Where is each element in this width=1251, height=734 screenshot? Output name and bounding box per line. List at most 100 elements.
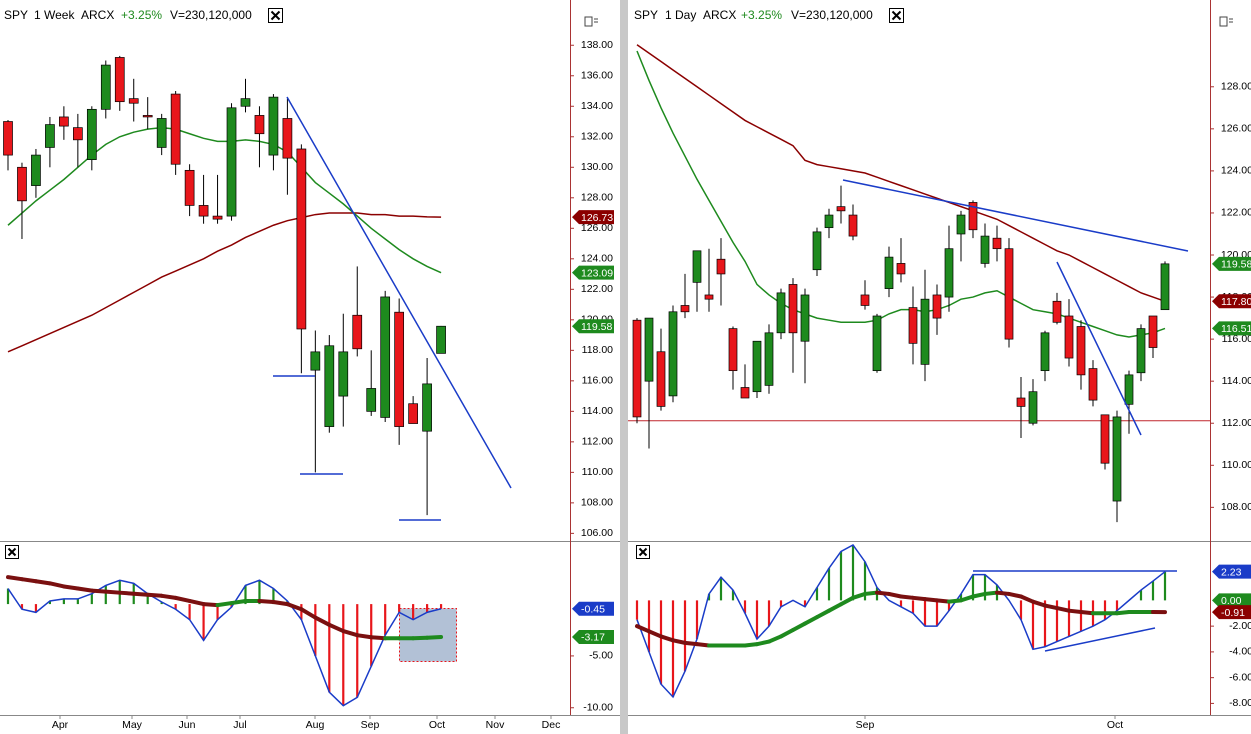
signal-segment (61, 584, 80, 591)
interval: 1 Day (665, 8, 696, 22)
signal-segment (187, 598, 206, 607)
candle-body (680, 305, 690, 313)
signal-segment (1115, 609, 1131, 616)
y-tick-label: 110.00 (1222, 459, 1251, 471)
candle-body (1160, 263, 1170, 311)
signal-segment (635, 624, 651, 634)
candle-body (956, 214, 966, 235)
signal-segment (983, 590, 999, 596)
candle-body (422, 383, 432, 432)
candle-body (800, 294, 810, 342)
signal-segment (313, 615, 332, 627)
signal-segment (299, 607, 318, 620)
candle-body (812, 231, 822, 271)
candle-body (860, 294, 870, 306)
close-button[interactable] (636, 545, 650, 559)
candle-body (644, 317, 654, 382)
candle-body (884, 256, 894, 290)
candle-body (100, 64, 111, 110)
candle-body (296, 148, 307, 330)
trendlines (273, 96, 1189, 652)
signal-segment (229, 598, 248, 606)
y-tick-label: -5.00 (589, 650, 613, 662)
candle-body (338, 351, 349, 397)
candle-body (656, 351, 666, 407)
moving-average (636, 44, 1166, 302)
candle-body (764, 332, 774, 386)
x-tick-label: Aug (306, 719, 325, 731)
signal-segment (671, 638, 687, 645)
candle-body (226, 107, 237, 217)
signal-segment (145, 592, 164, 598)
signal-segment (285, 602, 304, 612)
candle-body (848, 214, 858, 237)
signal-segment (103, 589, 122, 595)
signal-segment (75, 586, 94, 593)
signal-segment (33, 579, 52, 586)
value-tag-label: 123.09 (581, 267, 613, 279)
signal-segment (327, 622, 346, 634)
candle-body (740, 387, 750, 399)
y-tick-label: 134.00 (581, 100, 613, 112)
y-tick-label: 124.00 (581, 253, 613, 265)
value-tag (1212, 294, 1251, 309)
candle-body (31, 154, 41, 186)
candle-body (824, 214, 834, 229)
close-button[interactable] (268, 8, 283, 23)
candle-body (254, 115, 265, 135)
candle-body (198, 205, 209, 217)
plots: Apr May Jun Jul Aug Sep Oct Nov Dec 106.00 108.00 1… (3, 39, 1251, 731)
trendline[interactable] (1056, 261, 1142, 436)
trendline[interactable] (842, 179, 1189, 252)
candle-body (1076, 326, 1086, 376)
value-tag-label: 2.23 (1221, 566, 1242, 578)
y-tick-label: 112.00 (582, 436, 613, 448)
signal-segment (647, 629, 663, 639)
candle-body (128, 98, 139, 104)
value-tag-label: -0.45 (581, 604, 605, 616)
pane-menu[interactable] (584, 16, 598, 27)
value-tag (572, 601, 614, 616)
value-tag (572, 629, 614, 644)
value-tag (1212, 256, 1251, 271)
candle-body (310, 351, 321, 371)
candle-body (142, 115, 153, 118)
close-button[interactable] (5, 545, 19, 559)
splitter[interactable] (620, 0, 628, 734)
signal-segment (803, 615, 819, 626)
candle-body (17, 166, 27, 202)
candle-body (776, 292, 786, 334)
candle-body (324, 345, 335, 427)
signal-segment (201, 602, 220, 608)
x-tick-label: Sep (856, 719, 875, 731)
candle-body (920, 298, 930, 365)
moving-average (7, 212, 442, 353)
pane-menu[interactable] (1219, 16, 1233, 27)
value-tag-label: 117.80 (1221, 296, 1251, 308)
candle-body (992, 237, 1002, 250)
signal-segment (683, 640, 699, 647)
x-tick-label: Oct (429, 719, 445, 731)
interval: 1 Week (34, 8, 75, 22)
close-button[interactable] (889, 8, 904, 23)
candle-body (86, 108, 97, 161)
trendline[interactable] (286, 96, 512, 489)
signal-segment (887, 591, 903, 599)
y-tick-label: 136.00 (581, 70, 613, 82)
candle-body (752, 340, 762, 393)
signal-segment (767, 634, 783, 644)
histogram-line (636, 544, 1166, 699)
value-tag-label: 119.58 (581, 321, 612, 333)
y-tick-label: -8.00 (1229, 697, 1251, 709)
signal-segment (1067, 608, 1083, 614)
moving-average (7, 126, 442, 274)
candle-body (1064, 315, 1074, 359)
y-tick-label: -4.00 (1229, 646, 1251, 658)
signal-segment (911, 595, 927, 602)
x-tick-label: Dec (542, 719, 561, 731)
candle-body (692, 250, 702, 283)
candle-body (1004, 248, 1014, 340)
y-tick-label: 132.00 (581, 131, 613, 143)
candle-body (380, 296, 391, 418)
trendline[interactable] (1044, 627, 1156, 652)
